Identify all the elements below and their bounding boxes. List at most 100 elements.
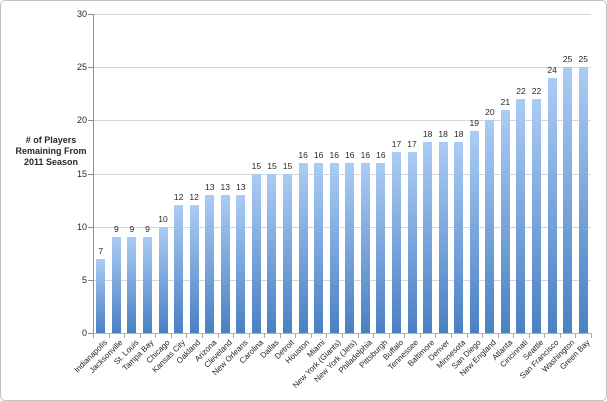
bar — [360, 162, 370, 333]
bar — [267, 173, 277, 333]
x-axis-tick — [139, 334, 141, 338]
bar-value-label: 16 — [345, 149, 355, 160]
bar — [158, 226, 168, 333]
y-tick-label: 30 — [76, 9, 87, 19]
bar-value-label: 15 — [267, 160, 277, 171]
x-axis-tick — [155, 334, 157, 338]
x-axis-line — [93, 333, 592, 334]
bar-value-label: 12 — [173, 192, 184, 203]
y-tick-label: 25 — [76, 62, 87, 73]
bar — [516, 99, 526, 333]
bar — [407, 152, 417, 333]
bar-value-label: 20 — [485, 107, 495, 118]
bar-value-label: 17 — [407, 139, 417, 150]
bar — [283, 173, 293, 333]
bar — [547, 77, 557, 333]
x-axis-tick — [108, 334, 110, 338]
bar — [189, 205, 199, 333]
bar — [298, 162, 308, 333]
y-axis-tick — [88, 120, 93, 122]
bar — [251, 173, 261, 333]
bar-value-label: 9 — [113, 224, 119, 235]
bar-value-label: 18 — [453, 128, 464, 139]
gridline — [93, 120, 591, 122]
x-axis-tick — [497, 334, 499, 338]
x-axis-tick — [342, 334, 343, 338]
bar-value-label: 19 — [469, 117, 480, 128]
x-axis-tick — [295, 334, 297, 338]
x-axis-tick — [544, 334, 546, 338]
y-axis-title: # of Players Remaining From 2011 Season — [15, 135, 87, 167]
gridline — [93, 67, 591, 69]
bar — [423, 141, 433, 333]
x-axis-tick — [559, 334, 561, 338]
x-axis-tick — [170, 334, 172, 338]
x-axis-tick — [575, 334, 577, 338]
bar — [391, 152, 401, 333]
bar-value-label: 16 — [313, 149, 324, 160]
bar-value-label: 16 — [376, 149, 386, 160]
bar — [485, 120, 495, 333]
bar-value-label: 25 — [562, 54, 573, 65]
x-axis-tick — [310, 334, 312, 338]
x-axis-tick — [466, 334, 468, 338]
bar-value-label: 7 — [98, 245, 104, 256]
gridline — [93, 173, 591, 175]
bar-value-label: 16 — [360, 149, 371, 160]
x-axis-tick — [388, 334, 390, 338]
x-axis-tick — [326, 334, 328, 338]
bar-value-label: 10 — [158, 213, 168, 224]
bar — [469, 130, 479, 333]
bar-value-label: 16 — [329, 149, 339, 160]
x-axis-tick — [528, 334, 530, 338]
y-axis-line — [93, 14, 94, 333]
bar-value-label: 17 — [391, 139, 402, 150]
bar — [329, 162, 339, 333]
x-axis-tick — [419, 334, 421, 338]
bar-value-label: 12 — [189, 192, 199, 203]
x-axis-tick — [93, 334, 94, 338]
gridline — [93, 14, 591, 15]
bar — [500, 109, 510, 333]
bar-value-label: 13 — [220, 181, 231, 192]
bar — [220, 194, 230, 333]
x-axis-tick — [373, 334, 375, 338]
y-axis-tick — [88, 226, 93, 228]
y-tick-label: 0 — [81, 328, 87, 338]
x-axis-tick — [233, 334, 235, 338]
gridline — [93, 279, 591, 281]
bar-value-label: 18 — [422, 128, 433, 139]
bar-value-label: 15 — [251, 160, 262, 171]
y-tick-label: 5 — [81, 274, 87, 285]
bar — [236, 194, 246, 333]
x-axis-tick — [264, 334, 266, 338]
bar-value-label: 24 — [547, 64, 557, 75]
x-axis-tick — [435, 334, 437, 338]
bar — [127, 237, 137, 333]
y-axis-tick — [88, 67, 93, 69]
x-axis-tick — [482, 334, 484, 338]
x-axis-tick — [357, 334, 359, 338]
bar-value-label: 22 — [531, 86, 542, 97]
x-axis-tick — [404, 334, 406, 338]
bar-value-label: 13 — [204, 181, 215, 192]
bar-value-label: 15 — [282, 160, 293, 171]
y-axis-tick — [88, 173, 93, 175]
bar-value-label: 9 — [145, 224, 150, 235]
bar-value-label: 16 — [298, 149, 308, 160]
x-axis-tick — [450, 334, 452, 338]
x-axis-tick — [124, 334, 126, 338]
bar-value-label: 13 — [236, 181, 246, 192]
gridline — [93, 226, 591, 228]
y-tick-label: 20 — [76, 115, 87, 126]
bar — [205, 194, 215, 333]
x-axis-tick — [591, 334, 592, 338]
bar — [142, 237, 152, 333]
y-tick-label: 15 — [76, 168, 87, 179]
bar — [345, 162, 355, 333]
y-axis-tick — [88, 14, 93, 15]
bar-value-label: 22 — [516, 86, 526, 97]
bar-value-label: 25 — [578, 54, 588, 65]
x-axis-tick — [186, 334, 188, 338]
